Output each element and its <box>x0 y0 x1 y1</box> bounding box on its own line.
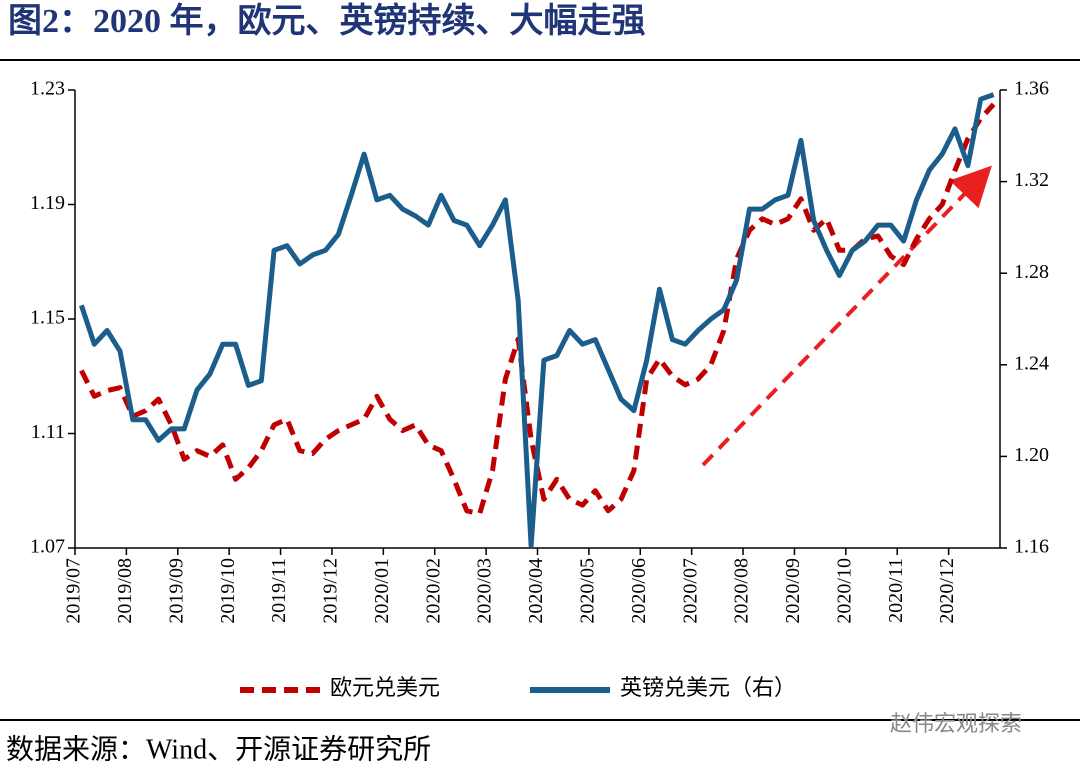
y2-tick-label: 1.16 <box>1014 536 1049 558</box>
source: 数据来源：Wind、开源证券研究所 <box>6 733 431 765</box>
x-tick-label: 2019/12 <box>320 558 342 624</box>
x-tick-label: 2020/07 <box>679 558 701 624</box>
x-tick-label: 2020/04 <box>525 558 547 624</box>
series-line <box>79 92 995 549</box>
y-tick-label: 1.07 <box>30 536 65 558</box>
x-tick-label: 2020/05 <box>576 558 598 624</box>
y-tick-label: 1.23 <box>30 78 65 100</box>
x-tick-label: 2020/06 <box>628 558 650 624</box>
y2-tick-label: 1.36 <box>1014 78 1049 100</box>
y-tick-label: 1.15 <box>30 307 65 329</box>
trend-arrow <box>701 165 992 467</box>
y2-tick-label: 1.28 <box>1014 261 1049 283</box>
x-tick-label: 2019/08 <box>114 558 136 624</box>
y2-tick-label: 1.24 <box>1014 352 1049 374</box>
x-tick-label: 2020/03 <box>474 558 496 624</box>
x-tick-label: 2020/12 <box>936 558 958 624</box>
x-tick-label: 2019/07 <box>63 558 85 624</box>
x-tick-label: 2020/09 <box>782 558 804 624</box>
legend-label: 欧元兑美元 <box>330 675 440 700</box>
legend-label: 英镑兑美元（右） <box>620 675 796 700</box>
x-tick-label: 2020/02 <box>422 558 444 624</box>
y2-tick-label: 1.20 <box>1014 444 1049 466</box>
y-tick-label: 1.19 <box>30 192 65 214</box>
y2-tick-label: 1.32 <box>1014 169 1049 191</box>
x-tick-label: 2019/09 <box>165 558 187 624</box>
watermark: 赵伟宏观探索 <box>890 711 1022 736</box>
x-tick-label: 2020/10 <box>833 558 855 624</box>
chart-title: 图2：2020 年，欧元、英镑持续、大幅走强 <box>8 2 646 40</box>
x-tick-label: 2019/10 <box>217 558 239 624</box>
x-tick-label: 2019/11 <box>268 558 290 623</box>
y-tick-label: 1.11 <box>31 421 65 443</box>
x-tick-label: 2020/08 <box>731 558 753 624</box>
x-tick-label: 2020/11 <box>885 558 907 623</box>
x-tick-label: 2020/01 <box>371 558 393 624</box>
